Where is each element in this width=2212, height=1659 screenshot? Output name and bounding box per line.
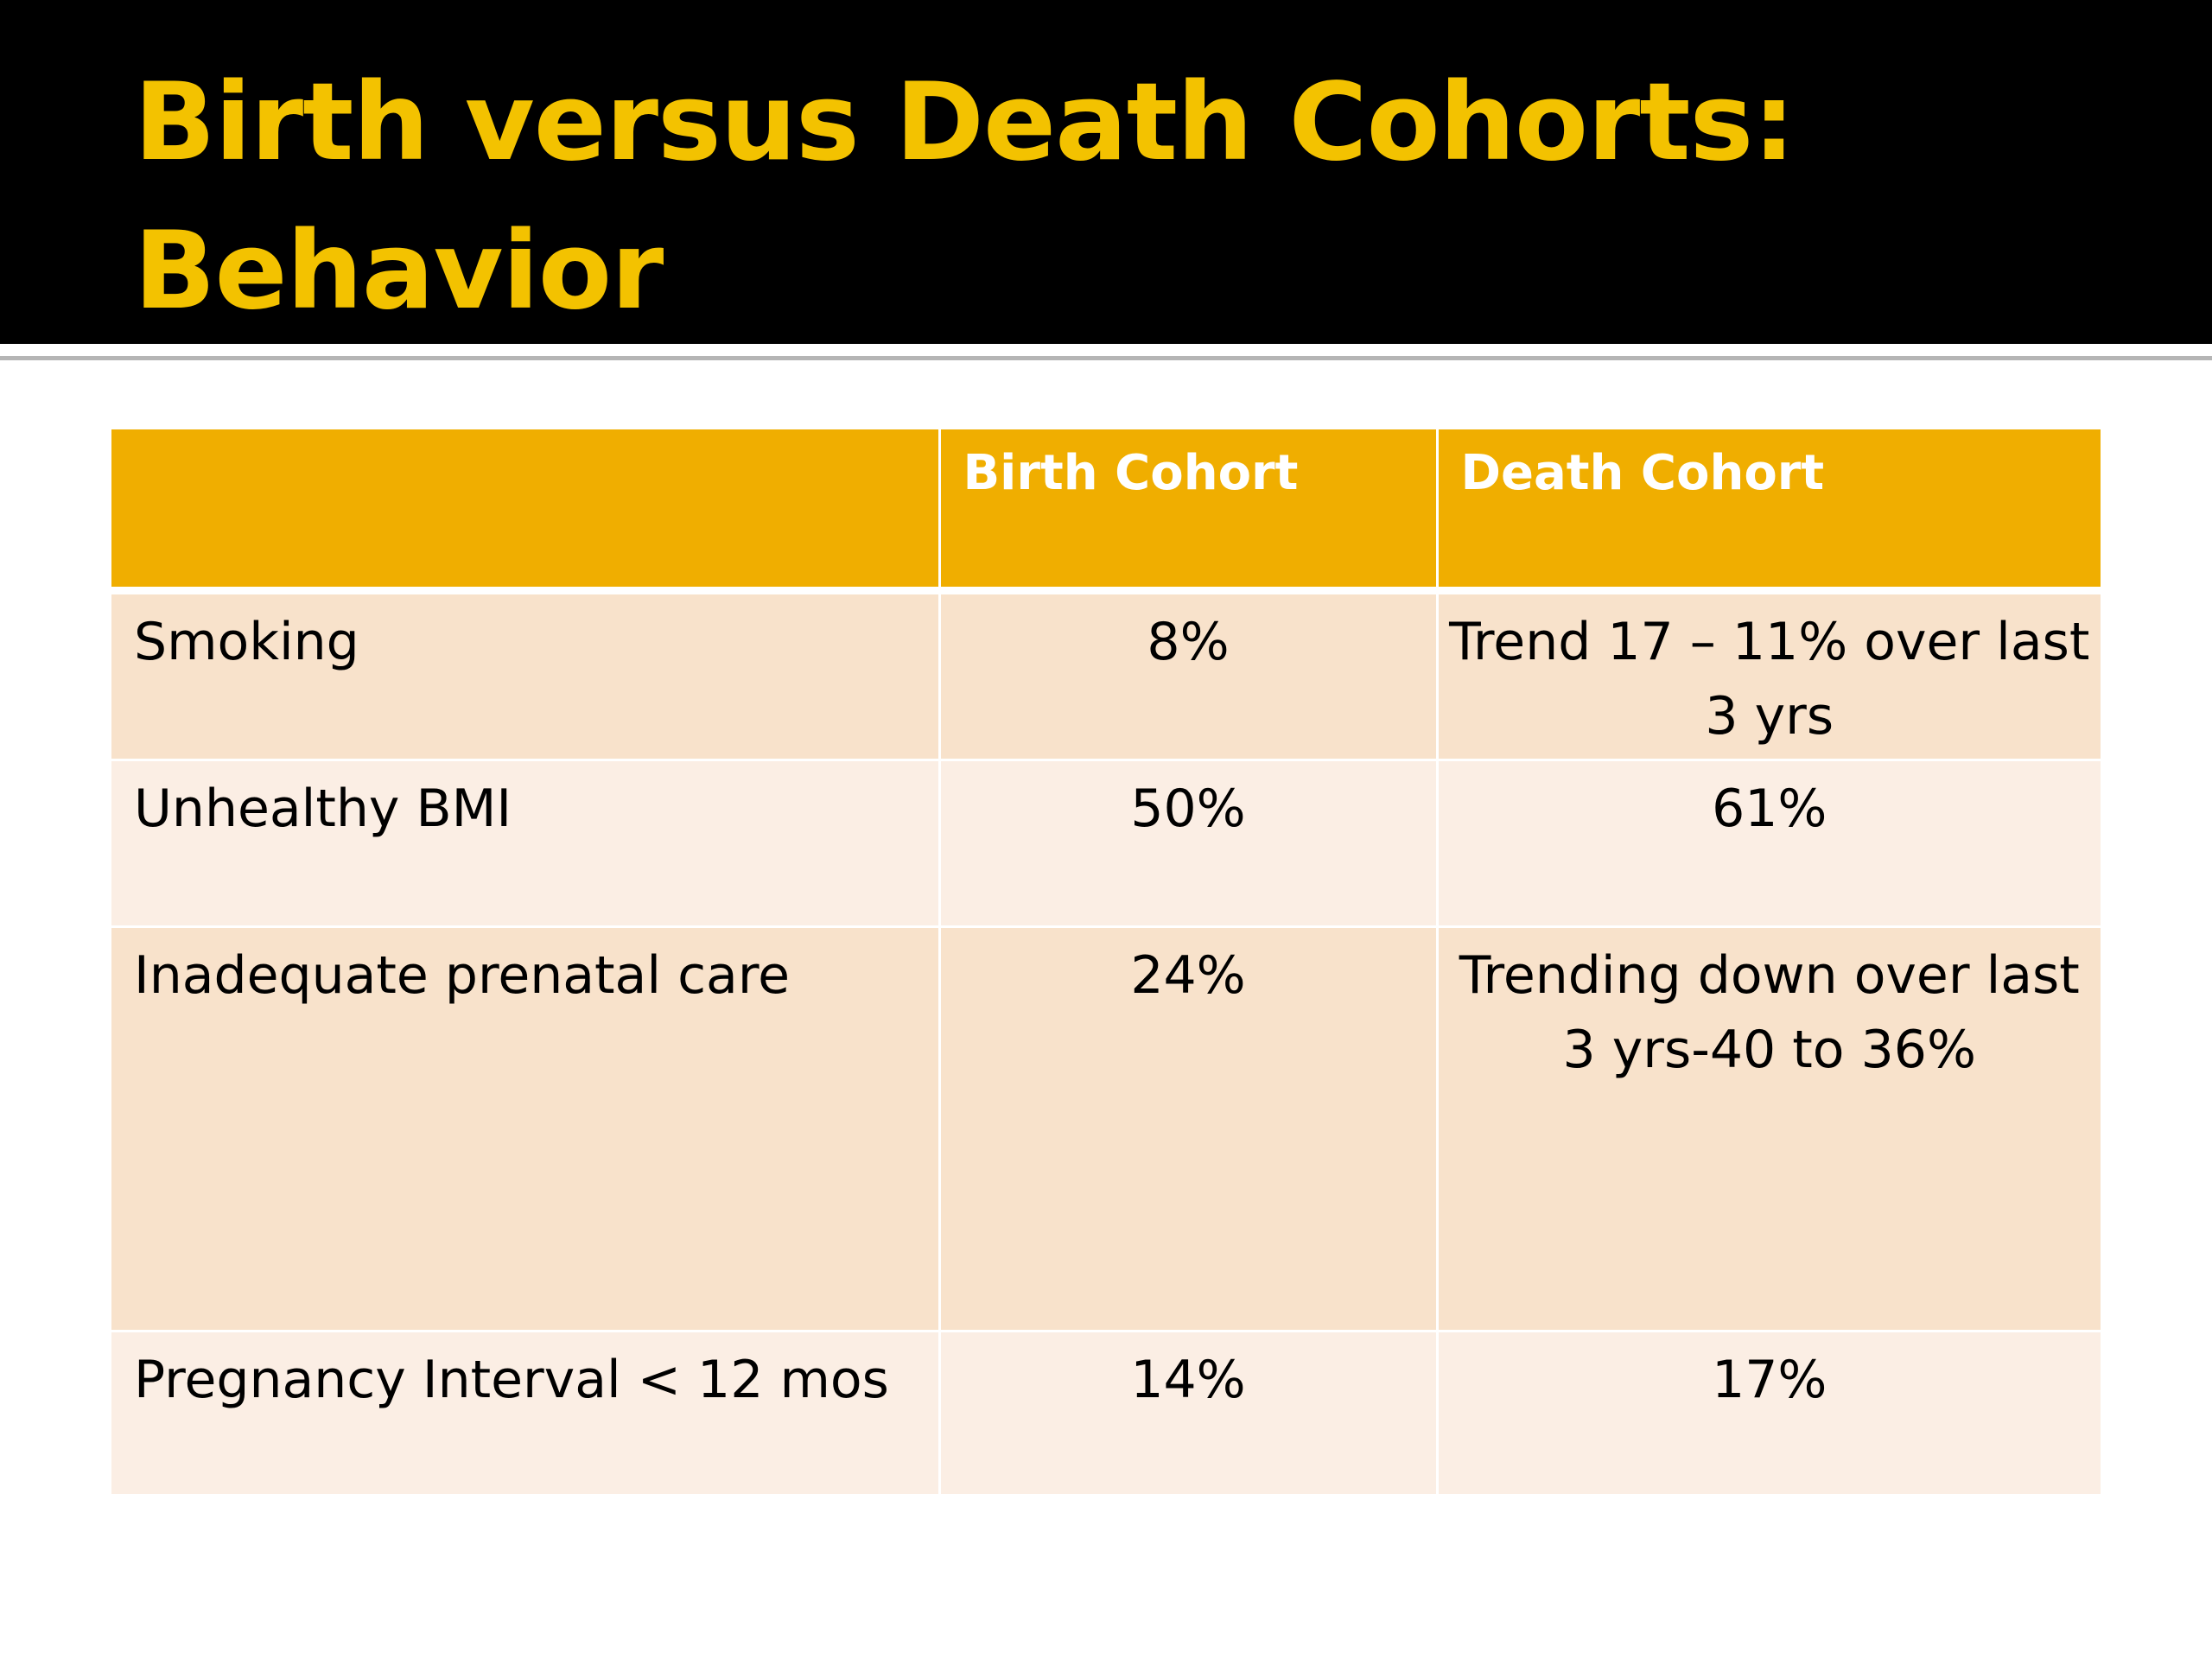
header-label-death-cohort: Death Cohort <box>1460 445 1825 501</box>
row-label-cell: Unhealthy BMI <box>111 760 941 928</box>
header-cell-death-cohort: Death Cohort <box>1437 429 2101 594</box>
row-label-cell: Pregnancy Interval < 12 mos <box>111 1331 941 1497</box>
death-value: Trending down over last 3 yrs-40 to 36% <box>1459 945 2080 1080</box>
slide-title: Birth versus Death Cohorts: Behavior <box>134 48 2121 346</box>
title-divider-white <box>0 344 2212 351</box>
death-value: 17% <box>1712 1350 1827 1410</box>
death-value: 61% <box>1712 779 1827 839</box>
header-cell-empty <box>111 429 941 594</box>
birth-value-cell: 8% <box>939 590 1439 761</box>
row-label: Pregnancy Interval < 12 mos <box>134 1350 889 1410</box>
death-value-cell: Trending down over last 3 yrs-40 to 36% <box>1437 926 2101 1332</box>
birth-value: 24% <box>1130 945 1246 1006</box>
birth-value: 50% <box>1130 779 1246 839</box>
death-value-cell: Trend 17 – 11% over last 3 yrs <box>1437 590 2101 761</box>
death-value-cell: 61% <box>1437 760 2101 928</box>
row-label: Unhealthy BMI <box>134 779 512 839</box>
header-cell-birth-cohort: Birth Cohort <box>939 429 1439 594</box>
birth-value-cell: 24% <box>939 926 1439 1332</box>
table-row: Smoking 8% Trend 17 – 11% over last 3 yr… <box>111 590 2101 761</box>
behavior-table: Birth Cohort Death Cohort Smoking 8% Tre… <box>111 429 2101 1497</box>
birth-value: 14% <box>1130 1350 1246 1410</box>
death-value: Trend 17 – 11% over last 3 yrs <box>1449 612 2090 747</box>
title-band <box>0 0 2212 344</box>
row-label-cell: Inadequate prenatal care <box>111 926 941 1332</box>
row-label: Smoking <box>134 612 359 672</box>
slide-title-line-2: Behavior <box>134 209 664 334</box>
table-header-row: Birth Cohort Death Cohort <box>111 429 2101 594</box>
birth-value-cell: 50% <box>939 760 1439 928</box>
title-divider-gray <box>0 356 2212 360</box>
death-value-cell: 17% <box>1437 1331 2101 1497</box>
row-label: Inadequate prenatal care <box>134 945 791 1006</box>
row-label-cell: Smoking <box>111 590 941 761</box>
table-row: Unhealthy BMI 50% 61% <box>111 760 2101 928</box>
slide-title-line-1: Birth versus Death Cohorts: <box>134 60 1796 185</box>
birth-value: 8% <box>1147 612 1230 672</box>
birth-value-cell: 14% <box>939 1331 1439 1497</box>
table-row: Inadequate prenatal care 24% Trending do… <box>111 926 2101 1332</box>
header-label-birth-cohort: Birth Cohort <box>963 445 1299 501</box>
table-row: Pregnancy Interval < 12 mos 14% 17% <box>111 1331 2101 1497</box>
